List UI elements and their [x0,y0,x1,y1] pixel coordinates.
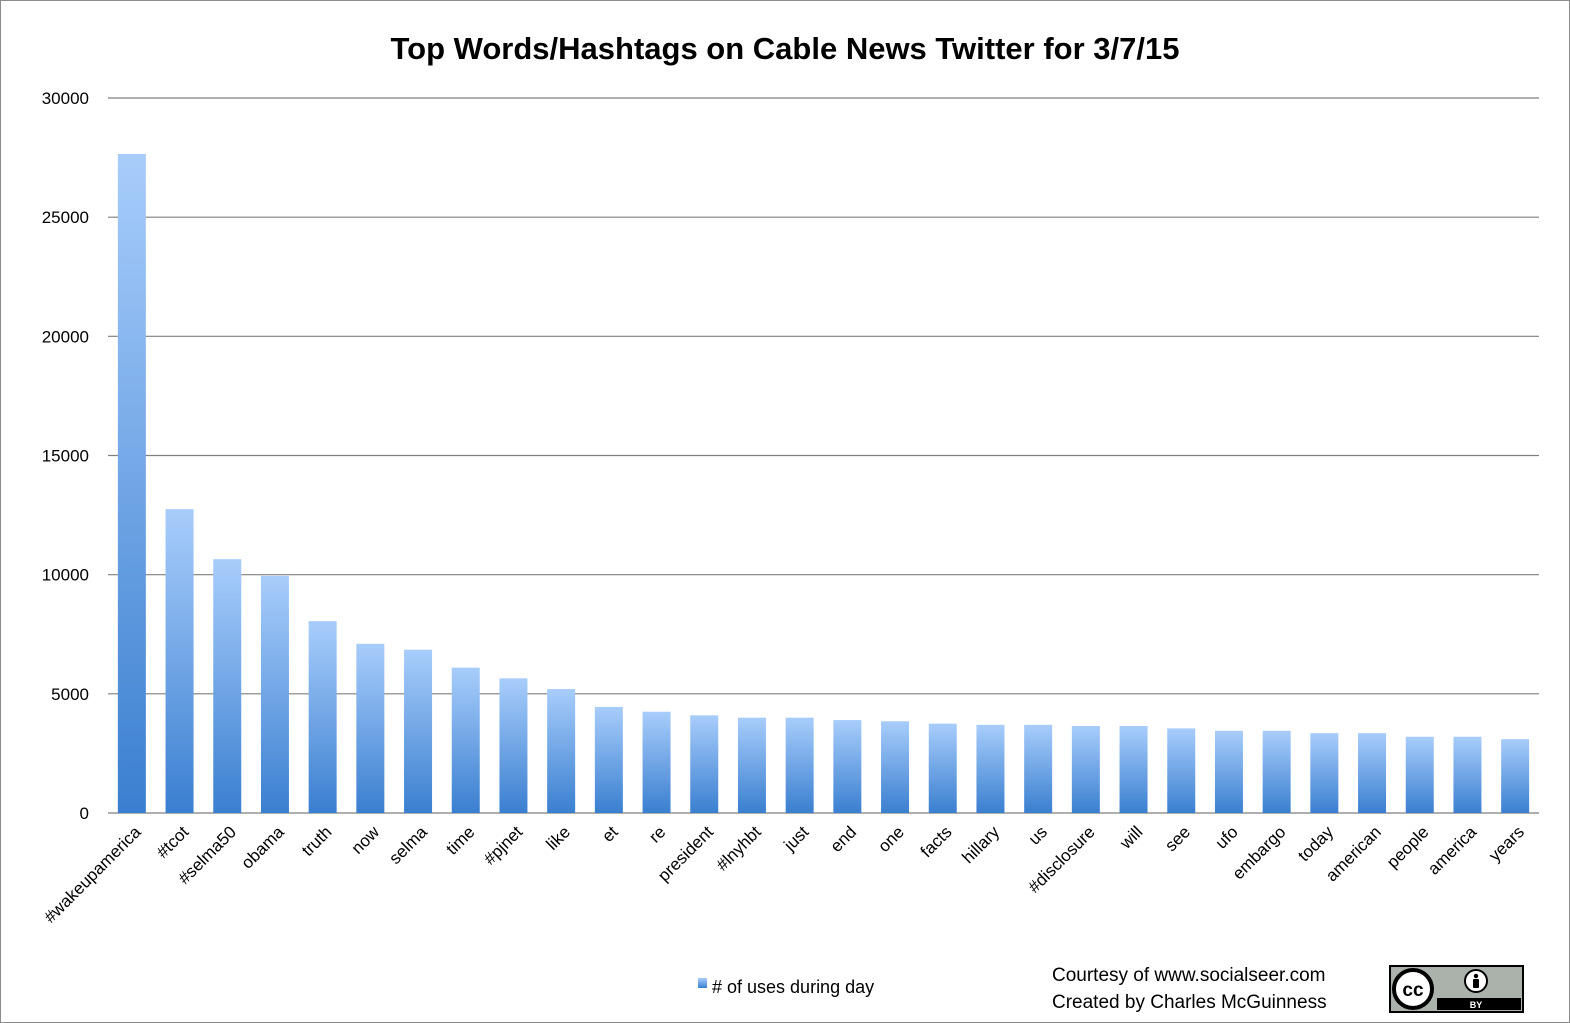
bar [1453,736,1482,813]
bar [117,154,146,814]
cc-by-icon: cc BY [1389,965,1524,1013]
bars [117,154,1530,814]
x-tick-label: truth [298,822,335,859]
bar [213,559,242,813]
bar [690,715,719,813]
x-tick-label: us [1025,822,1051,848]
x-tick-label: america [1424,822,1481,879]
bar [594,706,623,813]
bar [1167,728,1196,813]
x-tick-label: #tcot [153,822,193,862]
bar [1024,724,1053,813]
bar [1405,736,1434,813]
y-axis-ticks: 30000 25000 20000 15000 10000 5000 0 [42,89,89,823]
cc-text: cc [1402,980,1424,1001]
x-tick-label: re [645,822,669,846]
x-tick-label: #pjnet [480,822,526,868]
x-tick-label: selma [385,822,431,868]
bar [737,717,766,813]
bar [785,717,814,813]
y-tick-label: 25000 [42,208,89,227]
legend: # of uses during day [698,977,874,997]
y-tick-label: 0 [80,804,89,823]
credit-line-2: Created by Charles McGuinness [1052,992,1327,1013]
x-tick-label: will [1116,822,1147,853]
x-tick-label: today [1294,822,1337,865]
bar [1119,726,1148,813]
bar [642,711,671,813]
x-tick-label: just [780,822,813,855]
credit-line-1: Courtesy of www.socialseer.com [1052,965,1326,986]
legend-label: # of uses during day [712,977,874,997]
x-tick-label: #lnyhbt [713,822,765,874]
bar [356,643,385,813]
bar [499,678,528,813]
x-tick-label: ufo [1212,822,1242,852]
bar [1262,730,1291,813]
x-tick-label: see [1161,822,1194,855]
x-tick-label: facts [917,822,956,861]
legend-swatch [698,978,707,988]
x-tick-label: now [348,822,384,858]
bar [165,509,194,813]
x-tick-label: years [1485,822,1528,865]
x-tick-label: like [543,822,574,853]
grid-lines [108,97,1539,814]
x-tick-label: end [827,822,860,855]
bar [1310,733,1339,813]
bar [451,667,480,813]
bar [1501,739,1530,813]
bar [928,723,957,813]
x-tick-label: obama [238,822,289,873]
bar [881,721,910,813]
credits: Courtesy of www.socialseer.com Created b… [1052,965,1327,1013]
chart-title: Top Words/Hashtags on Cable News Twitter… [391,31,1180,66]
bar [308,621,337,813]
x-tick-label: hillary [958,822,1003,867]
x-tick-label: et [598,822,622,846]
x-tick-label: one [874,822,907,855]
y-tick-label: 10000 [42,566,89,585]
x-tick-label: #wakeupamerica [40,822,145,927]
x-tick-label: embargo [1229,822,1290,883]
bar [1071,726,1100,813]
bar [547,689,576,813]
bar [833,720,862,813]
bar [1214,730,1243,813]
by-text: BY [1470,1000,1483,1010]
y-tick-label: 15000 [42,447,89,466]
y-tick-label: 5000 [51,685,89,704]
y-tick-label: 20000 [42,327,89,346]
bar [404,649,433,813]
y-tick-label: 30000 [42,89,89,108]
bar [976,724,1005,813]
bar [1358,733,1387,813]
bar [260,575,289,813]
x-tick-label: time [442,822,478,858]
